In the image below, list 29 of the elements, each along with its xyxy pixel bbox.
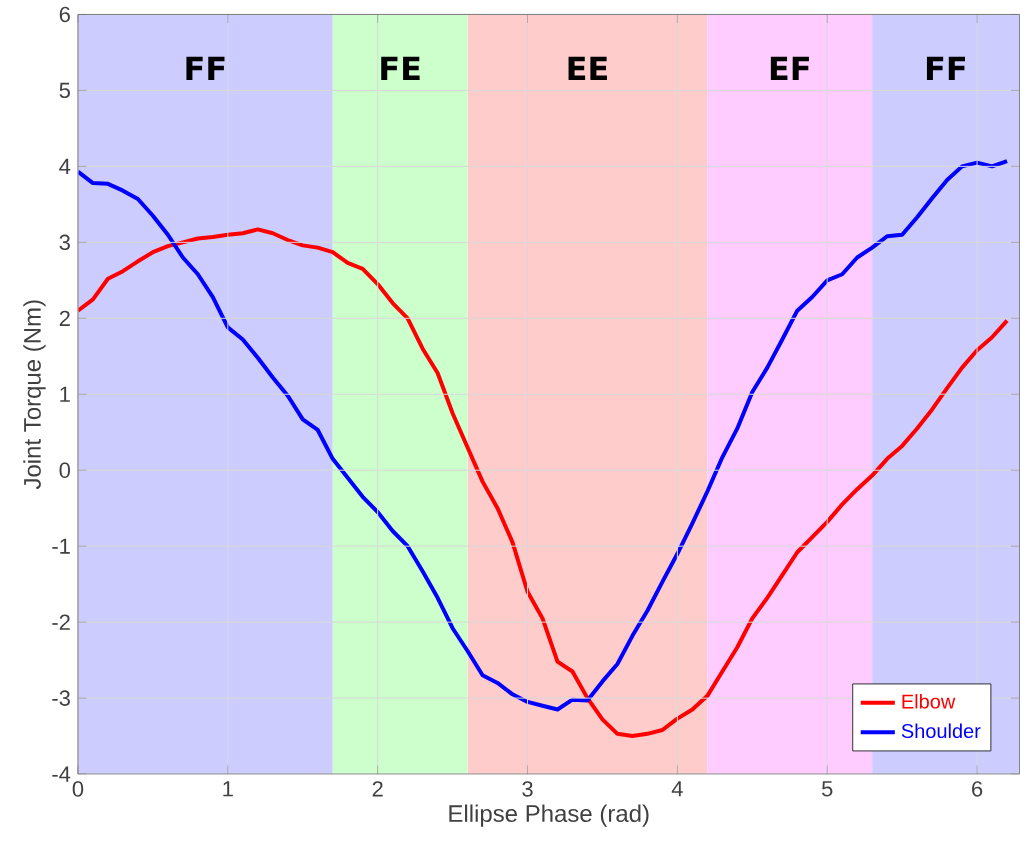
y-tick-label: -1 [52, 538, 70, 554]
line-series [77, 159, 1010, 712]
y-tick-label: 0 [59, 462, 71, 478]
x-axis-title: Ellipse Phase (rad) [449, 804, 649, 827]
x-tick-label: 4 [671, 781, 683, 797]
y-tick-label: 5 [59, 82, 70, 99]
x-tick-label: 6 [972, 781, 983, 797]
y-tick-label: 4 [59, 158, 71, 174]
x-tick-label: 5 [821, 781, 833, 797]
band-label: EF [770, 56, 809, 81]
x-tick-label: 2 [372, 781, 383, 797]
y-tick-label: 6 [59, 6, 70, 23]
band-label: FF [186, 56, 225, 81]
x-tick-label: 3 [522, 781, 533, 797]
x-tick-label: 0 [72, 781, 84, 797]
y-tick-label: -4 [52, 766, 71, 782]
x-tick-label: 1 [223, 781, 233, 797]
y-tick-label: -2 [52, 614, 70, 630]
y-tick-label: 2 [59, 310, 70, 326]
text: Shoulder [901, 723, 981, 739]
band-label: EE [568, 56, 607, 81]
text: Elbow [902, 693, 956, 709]
y-tick-label: -3 [52, 690, 70, 706]
line-series [77, 227, 1010, 739]
band-label: FE [381, 56, 420, 81]
y-axis-title: Joint Torque (Nm) [23, 300, 46, 490]
band-label: FF [926, 56, 965, 81]
y-tick-label: 3 [59, 234, 70, 251]
y-tick-label: 1 [60, 386, 70, 402]
